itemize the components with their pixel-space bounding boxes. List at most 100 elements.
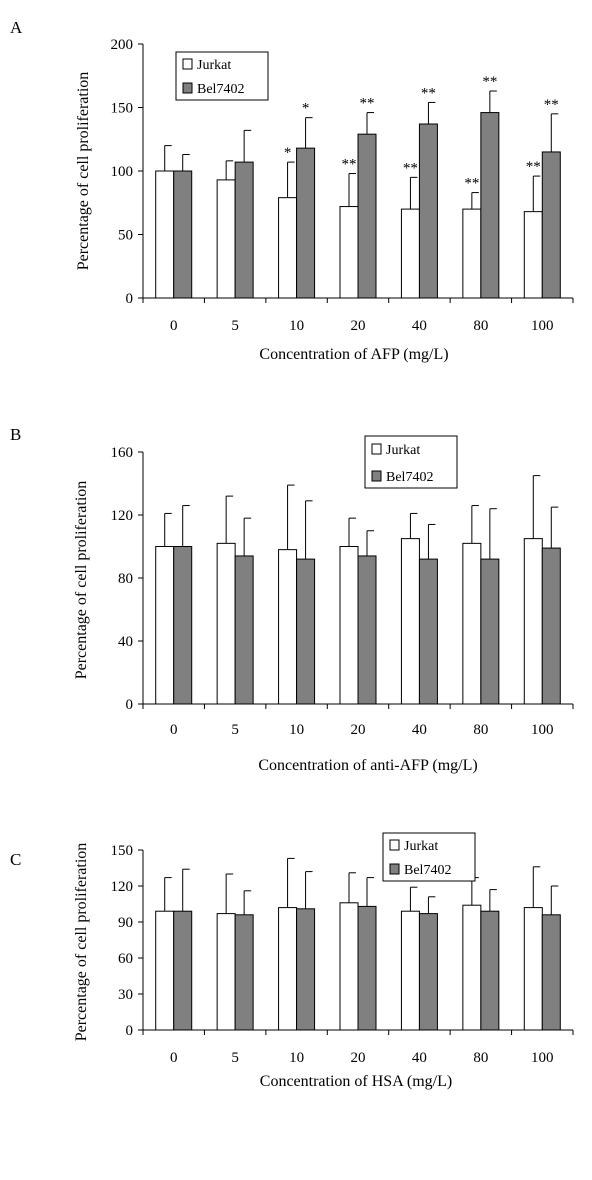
y-tick-label: 0 [126, 291, 134, 307]
bar-jurkat [155, 170, 175, 299]
bar-bel7402 [173, 910, 193, 1031]
significance-marker: ** [360, 96, 375, 112]
x-axis-title: Concentration of anti-AFP (mg/L) [258, 757, 477, 774]
bar-jurkat [278, 907, 298, 1031]
x-tick-label: 20 [351, 722, 366, 738]
y-tick-label: 80 [118, 571, 133, 587]
y-tick-label: 40 [118, 634, 133, 650]
bar-bel7402 [234, 161, 254, 299]
x-axis-title: Concentration of AFP (mg/L) [259, 346, 448, 363]
y-tick-label: 120 [111, 508, 134, 524]
bar-bel7402 [418, 558, 438, 705]
y-axis-title: Percentage of cell proliferation [75, 72, 92, 271]
bar-bel7402 [173, 170, 193, 299]
legend-label: Jurkat [404, 839, 438, 854]
legend: Jurkat Bel7402 [364, 435, 458, 489]
bar-jurkat [462, 208, 482, 299]
bar-jurkat [400, 538, 420, 705]
y-tick-label: 0 [126, 697, 134, 713]
bar-jurkat [523, 211, 543, 299]
bar-bel7402 [357, 133, 377, 299]
bar-jurkat [400, 208, 420, 299]
bar-bel7402 [357, 555, 377, 705]
panel-label: C [10, 850, 21, 869]
x-tick-label: 40 [412, 1050, 427, 1066]
bar-bel7402 [234, 555, 254, 705]
y-tick-label: 30 [118, 987, 133, 1003]
legend-label: Bel7402 [197, 82, 244, 97]
x-tick-label: 5 [231, 722, 239, 738]
bar-jurkat [339, 546, 359, 705]
y-axis-title: Percentage of cell proliferation [73, 843, 90, 1042]
bar-bel7402 [234, 914, 254, 1031]
y-tick-label: 100 [111, 164, 134, 180]
panel-b: B 0 40 80 120 160 0 5 10 20 40 80 100 Concentration o… [10, 425, 574, 774]
bar-jurkat [523, 538, 543, 705]
x-tick-label: 40 [412, 722, 427, 738]
bar-bel7402 [541, 151, 561, 299]
bar-bel7402 [418, 123, 438, 299]
bar-bel7402 [173, 546, 193, 705]
bar-bel7402 [541, 547, 561, 705]
legend: Jurkat Bel7402 [175, 51, 269, 101]
y-tick-label: 90 [118, 915, 133, 931]
x-tick-label: 5 [231, 318, 239, 334]
x-tick-label: 100 [531, 1050, 554, 1066]
y-axis-title: Percentage of cell proliferation [73, 481, 90, 680]
bar-jurkat [462, 542, 482, 705]
y-tick-label: 0 [126, 1023, 134, 1039]
significance-marker: * [284, 145, 292, 161]
bar-jurkat [278, 197, 298, 299]
bar-jurkat [523, 907, 543, 1031]
y-tick-label: 120 [111, 879, 134, 895]
y-tick-label: 150 [111, 101, 134, 117]
x-tick-label: 80 [473, 1050, 488, 1066]
bar-bel7402 [296, 558, 316, 705]
bar-jurkat [339, 902, 359, 1031]
x-tick-label: 20 [351, 1050, 366, 1066]
bar-jurkat [216, 179, 236, 299]
y-tick-label: 50 [118, 228, 133, 244]
significance-marker: ** [526, 159, 541, 175]
bar-bel7402 [480, 558, 500, 705]
x-tick-label: 20 [351, 318, 366, 334]
legend-label: Jurkat [197, 58, 231, 73]
bar-bel7402 [296, 147, 316, 299]
bar-bel7402 [541, 914, 561, 1031]
x-tick-label: 100 [531, 722, 554, 738]
significance-marker: ** [421, 85, 436, 101]
legend-swatch-jurkat [182, 58, 193, 70]
bar-bel7402 [418, 913, 438, 1031]
x-tick-label: 100 [531, 318, 554, 334]
legend-label: Bel7402 [386, 470, 433, 485]
bar-bel7402 [357, 905, 377, 1031]
y-tick-label: 60 [118, 951, 133, 967]
y-tick-label: 160 [111, 445, 134, 461]
bar-bel7402 [480, 112, 500, 299]
bar-jurkat [278, 549, 298, 705]
significance-marker: ** [482, 74, 497, 90]
legend-swatch-bel7402 [389, 863, 400, 875]
bar-jurkat [155, 546, 175, 705]
x-tick-label: 80 [473, 722, 488, 738]
legend-swatch-bel7402 [371, 470, 382, 482]
x-tick-label: 0 [170, 722, 178, 738]
significance-marker: ** [464, 176, 479, 192]
bar-jurkat [216, 542, 236, 705]
panel-label: B [10, 425, 21, 444]
y-tick-label: 200 [111, 37, 134, 53]
x-tick-label: 10 [289, 1050, 304, 1066]
x-tick-label: 80 [473, 318, 488, 334]
legend: Jurkat Bel7402 [382, 832, 476, 882]
bar-jurkat [155, 910, 175, 1031]
bar-jurkat [339, 206, 359, 299]
x-tick-label: 0 [170, 318, 178, 334]
bar-bel7402 [296, 908, 316, 1031]
bar-jurkat [462, 904, 482, 1031]
bar-jurkat [216, 913, 236, 1031]
panel-label: A [10, 18, 23, 37]
panel-c: C 0 30 60 90 120 150 0 5 10 20 40 80 100 Concentration… [10, 832, 574, 1090]
legend-swatch-jurkat [389, 839, 400, 851]
